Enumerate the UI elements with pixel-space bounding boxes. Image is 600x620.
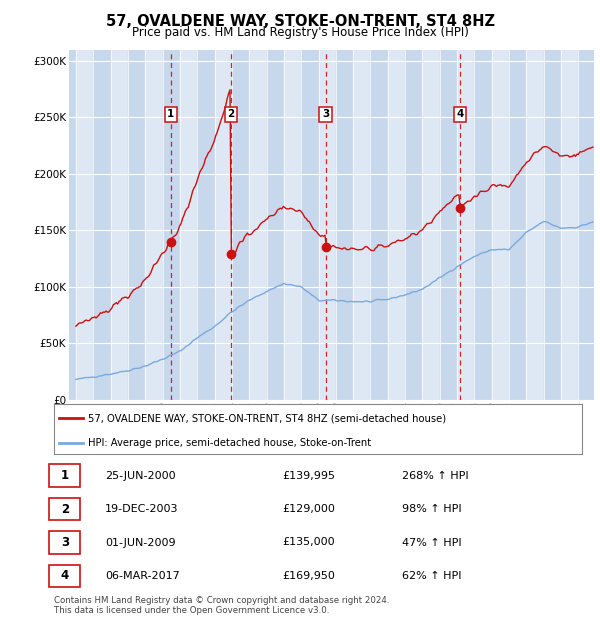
Bar	[197, 50, 215, 400]
Text: 25-JUN-2000: 25-JUN-2000	[105, 471, 176, 480]
Text: £139,995: £139,995	[282, 471, 335, 480]
Text: 01-JUN-2009: 01-JUN-2009	[105, 538, 176, 547]
Bar	[526, 50, 544, 400]
Bar	[388, 50, 405, 400]
Text: 06-MAR-2017: 06-MAR-2017	[105, 571, 180, 581]
Text: £129,000: £129,000	[282, 504, 335, 514]
Bar	[180, 50, 197, 400]
Bar	[475, 50, 492, 400]
Bar	[353, 50, 370, 400]
Bar	[457, 50, 475, 400]
Text: 1: 1	[167, 109, 175, 120]
Bar	[215, 50, 232, 400]
Bar	[440, 50, 457, 400]
Bar	[561, 50, 578, 400]
Bar	[76, 50, 93, 400]
Bar	[59, 50, 76, 400]
Bar	[370, 50, 388, 400]
Bar	[301, 50, 319, 400]
Bar	[336, 50, 353, 400]
Text: 19-DEC-2003: 19-DEC-2003	[105, 504, 179, 514]
Text: 2: 2	[227, 109, 235, 120]
Text: 1: 1	[61, 469, 69, 482]
Text: 47% ↑ HPI: 47% ↑ HPI	[402, 538, 461, 547]
Text: 3: 3	[61, 536, 69, 549]
Bar	[128, 50, 145, 400]
Text: Contains HM Land Registry data © Crown copyright and database right 2024.
This d: Contains HM Land Registry data © Crown c…	[54, 596, 389, 615]
Bar	[145, 50, 163, 400]
Text: 62% ↑ HPI: 62% ↑ HPI	[402, 571, 461, 581]
Bar	[163, 50, 180, 400]
Text: 4: 4	[61, 570, 69, 582]
Text: £169,950: £169,950	[282, 571, 335, 581]
Text: 57, OVALDENE WAY, STOKE-ON-TRENT, ST4 8HZ: 57, OVALDENE WAY, STOKE-ON-TRENT, ST4 8H…	[106, 14, 494, 29]
Bar	[93, 50, 110, 400]
Text: 3: 3	[322, 109, 329, 120]
Text: 2: 2	[61, 503, 69, 515]
Bar	[266, 50, 284, 400]
Text: 4: 4	[457, 109, 464, 120]
Bar	[319, 50, 336, 400]
Bar	[422, 50, 440, 400]
Bar	[232, 50, 249, 400]
Bar	[284, 50, 301, 400]
Text: Price paid vs. HM Land Registry's House Price Index (HPI): Price paid vs. HM Land Registry's House …	[131, 26, 469, 39]
Text: 268% ↑ HPI: 268% ↑ HPI	[402, 471, 469, 480]
Bar	[249, 50, 266, 400]
Bar	[596, 50, 600, 400]
Text: HPI: Average price, semi-detached house, Stoke-on-Trent: HPI: Average price, semi-detached house,…	[88, 438, 371, 448]
Text: 57, OVALDENE WAY, STOKE-ON-TRENT, ST4 8HZ (semi-detached house): 57, OVALDENE WAY, STOKE-ON-TRENT, ST4 8H…	[88, 413, 446, 423]
Bar	[110, 50, 128, 400]
Text: £135,000: £135,000	[282, 538, 335, 547]
Bar	[578, 50, 596, 400]
Bar	[492, 50, 509, 400]
Bar	[405, 50, 422, 400]
Bar	[544, 50, 561, 400]
Text: 98% ↑ HPI: 98% ↑ HPI	[402, 504, 461, 514]
Bar	[509, 50, 526, 400]
